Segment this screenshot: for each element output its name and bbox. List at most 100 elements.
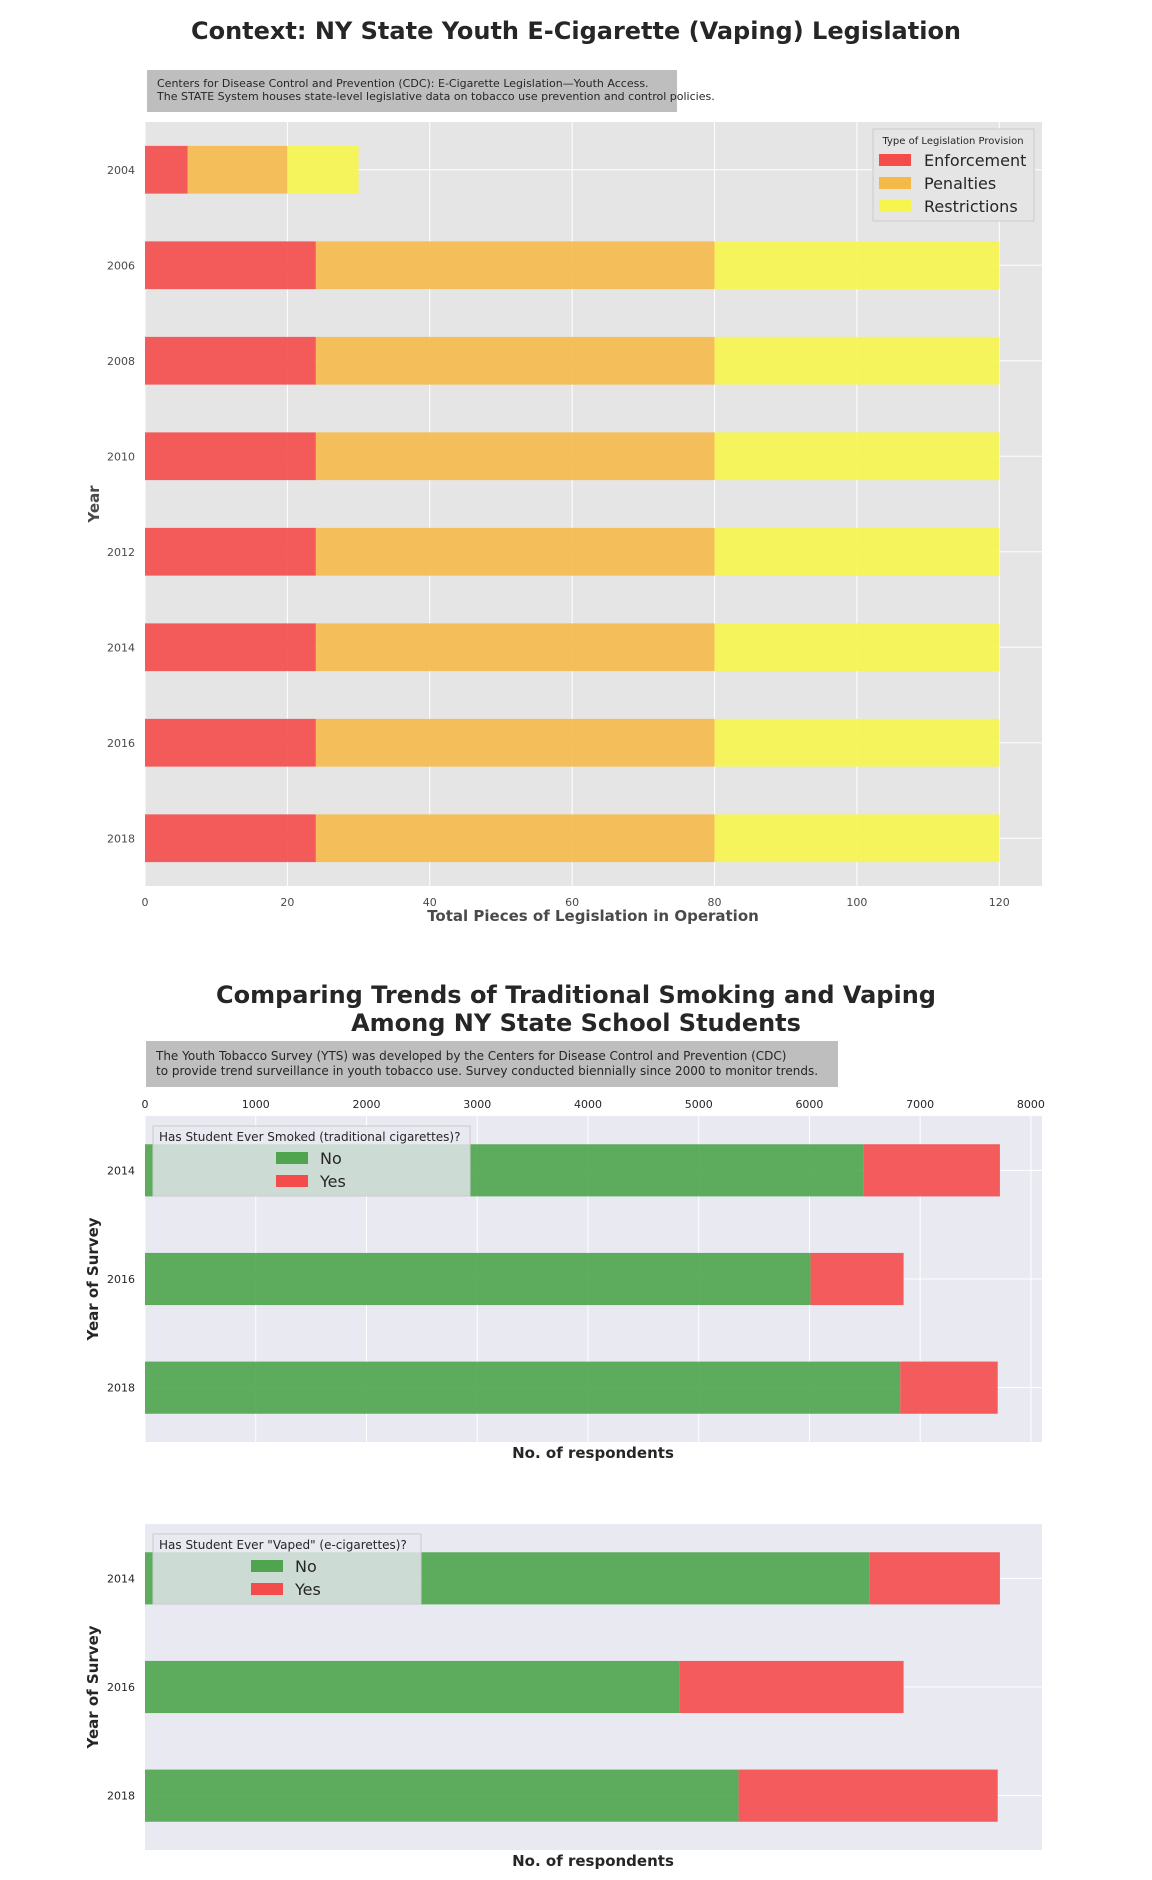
source-note-line-1: Centers for Disease Control and Preventi… bbox=[157, 77, 649, 90]
x-tick-labels: 0 1000 2000 3000 4000 5000 6000 7000 8000 bbox=[142, 1098, 1045, 1111]
source-note-line-1: The Youth Tobacco Survey (YTS) was devel… bbox=[155, 1049, 786, 1063]
x-axis-label: No. of respondents bbox=[512, 1852, 674, 1870]
x-tick-120: 120 bbox=[989, 896, 1010, 909]
y-axis-label: Year of Survey bbox=[84, 1217, 102, 1341]
bar-enforcement-2010 bbox=[145, 432, 316, 481]
bar-restrictions-2014 bbox=[714, 623, 1000, 672]
x-tick-6000: 6000 bbox=[795, 1098, 823, 1111]
y-tick-2014: 2014 bbox=[107, 1572, 135, 1585]
vaped-chart: 2014 2016 2018 No. of respondents Year of … bbox=[84, 1524, 1042, 1870]
bar-restrictions-2016 bbox=[714, 718, 1000, 767]
bars bbox=[145, 145, 1000, 863]
legend-label-penalties: Penalties bbox=[924, 174, 996, 193]
bar-restrictions-2008 bbox=[714, 336, 1000, 385]
x-tick-3000: 3000 bbox=[463, 1098, 491, 1111]
x-tick-0: 0 bbox=[142, 1098, 149, 1111]
x-axis-label: No. of respondents bbox=[512, 1444, 674, 1462]
bar-enforcement-2004 bbox=[145, 145, 188, 194]
plot-area bbox=[145, 122, 1042, 886]
bar-penalties-2006 bbox=[315, 241, 715, 290]
bar-enforcement-2008 bbox=[145, 336, 316, 385]
legend-swatch-restrictions bbox=[879, 200, 911, 212]
y-tick-labels: 2014 2016 2018 bbox=[107, 1572, 135, 1802]
legend-box bbox=[152, 1125, 471, 1197]
legend: Has Student Ever Smoked (traditional cig… bbox=[152, 1125, 471, 1197]
bar-no-2018 bbox=[145, 1361, 901, 1414]
bar-yes-2018 bbox=[738, 1769, 998, 1822]
bar-yes-2014 bbox=[869, 1552, 1000, 1605]
x-tick-7000: 7000 bbox=[906, 1098, 934, 1111]
y-tick-2018: 2018 bbox=[107, 832, 135, 845]
legend-swatch-penalties bbox=[879, 177, 911, 189]
legend-swatch-no bbox=[251, 1560, 283, 1572]
x-tick-60: 60 bbox=[565, 896, 579, 909]
smoked-chart: 2014 2016 2018 0 1000 2000 3000 4000 5000 6000 70… bbox=[84, 1098, 1045, 1462]
bar-penalties-2008 bbox=[315, 336, 715, 385]
legend-label-restrictions: Restrictions bbox=[924, 197, 1018, 216]
bar-enforcement-2016 bbox=[145, 718, 316, 767]
y-axis-label: Year of Survey bbox=[84, 1625, 102, 1749]
legend-label-yes: Yes bbox=[319, 1172, 346, 1191]
bar-restrictions-2006 bbox=[714, 241, 1000, 290]
bar-penalties-2010 bbox=[315, 432, 715, 481]
x-tick-0: 0 bbox=[142, 896, 149, 909]
source-note-line-2: The STATE System houses state-level legi… bbox=[156, 90, 715, 103]
figure-title-line-2: Among NY State School Students bbox=[351, 1009, 801, 1037]
source-note-line-2: to provide trend surveillance in youth t… bbox=[156, 1064, 818, 1078]
y-tick-2012: 2012 bbox=[107, 546, 135, 559]
y-tick-2014: 2014 bbox=[107, 1164, 135, 1177]
bar-restrictions-2018 bbox=[714, 814, 1000, 863]
bar-penalties-2012 bbox=[315, 527, 715, 576]
legend-label-no: No bbox=[295, 1557, 317, 1576]
y-tick-2018: 2018 bbox=[107, 1382, 135, 1395]
y-tick-2004: 2004 bbox=[107, 164, 135, 177]
bar-yes-2014 bbox=[863, 1144, 1000, 1197]
bar-penalties-2004 bbox=[187, 145, 288, 194]
x-tick-100: 100 bbox=[846, 896, 867, 909]
y-tick-2014: 2014 bbox=[107, 641, 135, 654]
source-note-box bbox=[147, 70, 677, 112]
bar-restrictions-2010 bbox=[714, 432, 1000, 481]
bar-enforcement-2006 bbox=[145, 241, 316, 290]
y-tick-2018: 2018 bbox=[107, 1790, 135, 1803]
y-tick-2010: 2010 bbox=[107, 450, 135, 463]
legend-title: Type of Legislation Provision bbox=[881, 136, 1023, 147]
y-tick-2016: 2016 bbox=[107, 1681, 135, 1694]
y-tick-labels: 2004 2006 2008 2010 2012 2014 2016 2018 bbox=[107, 164, 135, 846]
x-tick-labels: 0 20 40 60 80 100 120 bbox=[142, 896, 1010, 909]
bar-penalties-2016 bbox=[315, 718, 715, 767]
chart-title: Context: NY State Youth E-Cigarette (Vap… bbox=[191, 17, 961, 45]
x-tick-5000: 5000 bbox=[685, 1098, 713, 1111]
bar-yes-2018 bbox=[900, 1361, 998, 1414]
source-note-box bbox=[146, 1041, 838, 1087]
bar-penalties-2018 bbox=[315, 814, 715, 863]
bar-restrictions-2012 bbox=[714, 527, 1000, 576]
y-tick-2016: 2016 bbox=[107, 737, 135, 750]
y-tick-2016: 2016 bbox=[107, 1273, 135, 1286]
bar-no-2016 bbox=[145, 1660, 680, 1714]
smoking-vaping-figure: Comparing Trends of Traditional Smoking … bbox=[84, 981, 1045, 1870]
x-tick-40: 40 bbox=[423, 896, 437, 909]
bar-enforcement-2012 bbox=[145, 527, 316, 576]
legend-swatch-no bbox=[276, 1152, 308, 1164]
y-tick-labels: 2014 2016 2018 bbox=[107, 1164, 135, 1394]
legislation-chart: Context: NY State Youth E-Cigarette (Vap… bbox=[85, 17, 1042, 925]
x-tick-8000: 8000 bbox=[1017, 1098, 1045, 1111]
legend-label-yes: Yes bbox=[294, 1580, 321, 1599]
bar-enforcement-2018 bbox=[145, 814, 316, 863]
legend-title: Has Student Ever Smoked (traditional cig… bbox=[159, 1130, 460, 1144]
x-tick-4000: 4000 bbox=[574, 1098, 602, 1111]
x-tick-20: 20 bbox=[280, 896, 294, 909]
y-axis-label: Year bbox=[85, 485, 103, 524]
bar-yes-2016 bbox=[679, 1660, 904, 1714]
bar-no-2016 bbox=[145, 1252, 811, 1306]
legend-swatch-yes bbox=[251, 1583, 283, 1595]
legend-swatch-enforcement bbox=[879, 154, 911, 166]
legend-box bbox=[152, 1533, 422, 1605]
bar-no-2018 bbox=[145, 1769, 739, 1822]
bar-penalties-2014 bbox=[315, 623, 715, 672]
y-tick-2008: 2008 bbox=[107, 355, 135, 368]
y-tick-2006: 2006 bbox=[107, 259, 135, 272]
x-axis-label: Total Pieces of Legislation in Operation bbox=[427, 907, 759, 925]
